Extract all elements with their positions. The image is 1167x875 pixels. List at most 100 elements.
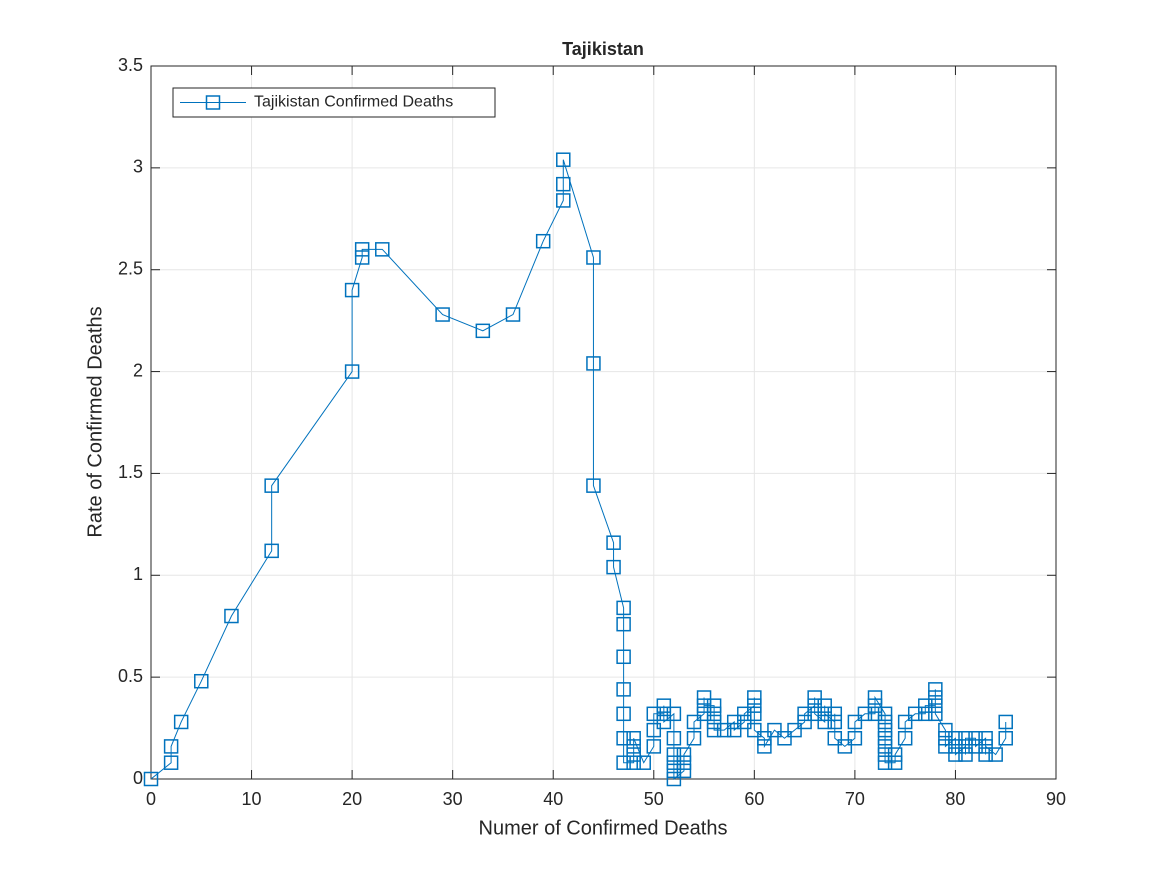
data-point [173,714,189,730]
data-point [676,755,692,770]
data-point [676,763,692,779]
data-point [706,722,722,738]
y-tick-label: 1.5 [118,462,143,482]
data-point [616,616,631,632]
data-point [163,755,179,770]
data-point [938,722,953,738]
x-tick-label: 90 [1046,789,1066,809]
data-point [354,250,370,265]
data-point [666,731,682,746]
data-point [877,739,893,754]
data-point [666,755,682,770]
data-point [948,739,963,754]
data-point [867,690,883,705]
data-point [807,706,822,722]
data-point [666,706,682,722]
data-point [616,706,631,722]
data-point [264,478,279,493]
data-point [716,722,732,738]
x-tick-label: 40 [543,789,563,809]
data-point [757,731,772,746]
data-point [948,731,963,746]
data-point [877,714,893,730]
data-point [666,763,682,779]
data-point [194,673,209,689]
data-point [817,714,832,730]
data-point [737,714,752,730]
x-tick-label: 50 [644,789,664,809]
data-point [827,706,843,722]
data-point [877,747,893,762]
data-point [666,747,682,762]
data-point [586,478,601,493]
y-tick-label: 0.5 [118,666,143,686]
x-tick-label: 60 [744,789,764,809]
y-tick-label: 3 [133,157,143,177]
data-point [797,706,812,722]
axes-box [150,65,1057,780]
x-tick-label: 10 [242,789,262,809]
y-axis-label: Rate of Confirmed Deaths [84,306,106,537]
data-point [797,714,812,730]
chart-title: Tajikistan [562,39,644,59]
data-point [556,152,571,167]
data-point [646,739,662,754]
data-point [968,739,983,754]
data-point [978,747,993,762]
y-tick-label: 3.5 [118,55,143,75]
data-point [505,307,521,322]
data-point [706,706,722,722]
data-point [817,698,832,713]
data-point [706,714,722,730]
data-point [696,698,712,713]
data-point [938,739,953,754]
data-point [877,731,893,746]
data-point [837,739,853,754]
data-point [616,755,631,770]
y-tick-label: 2.5 [118,258,143,278]
data-point [787,722,802,738]
data-point [857,706,873,722]
data-point [847,714,863,730]
data-point [556,193,571,208]
data-point [998,714,1013,730]
data-point [747,722,762,738]
data-point [646,706,662,722]
data-point [676,747,692,762]
legend-label: Tajikistan Confirmed Deaths [254,94,453,111]
data-point [556,176,571,192]
y-tick-label: 1 [133,564,143,584]
data-point [726,722,742,738]
y-tick-label: 2 [133,360,143,380]
data-point [918,698,933,713]
data-point [656,714,672,730]
legend-marker [205,95,221,110]
data-point [616,649,631,665]
data-point [606,535,621,550]
data-point [224,608,239,624]
data-point [163,739,179,754]
data-point [706,698,722,713]
data-point [686,731,702,746]
data-point [807,698,822,713]
data-point [375,242,390,257]
data-point [344,282,360,298]
data-point [958,747,973,762]
data-point [928,690,943,705]
data-point [887,755,903,770]
data-point [264,543,279,559]
data-point [646,722,662,738]
data-point [847,731,863,746]
data-point [817,706,832,722]
data-point [435,307,450,322]
data-point [867,706,883,722]
data-point [626,747,641,762]
data-point [827,714,843,730]
data-point [928,706,943,722]
data-point [978,731,993,746]
y-tick-label: 0 [133,768,143,788]
data-point [666,771,682,787]
data-point [616,731,631,746]
